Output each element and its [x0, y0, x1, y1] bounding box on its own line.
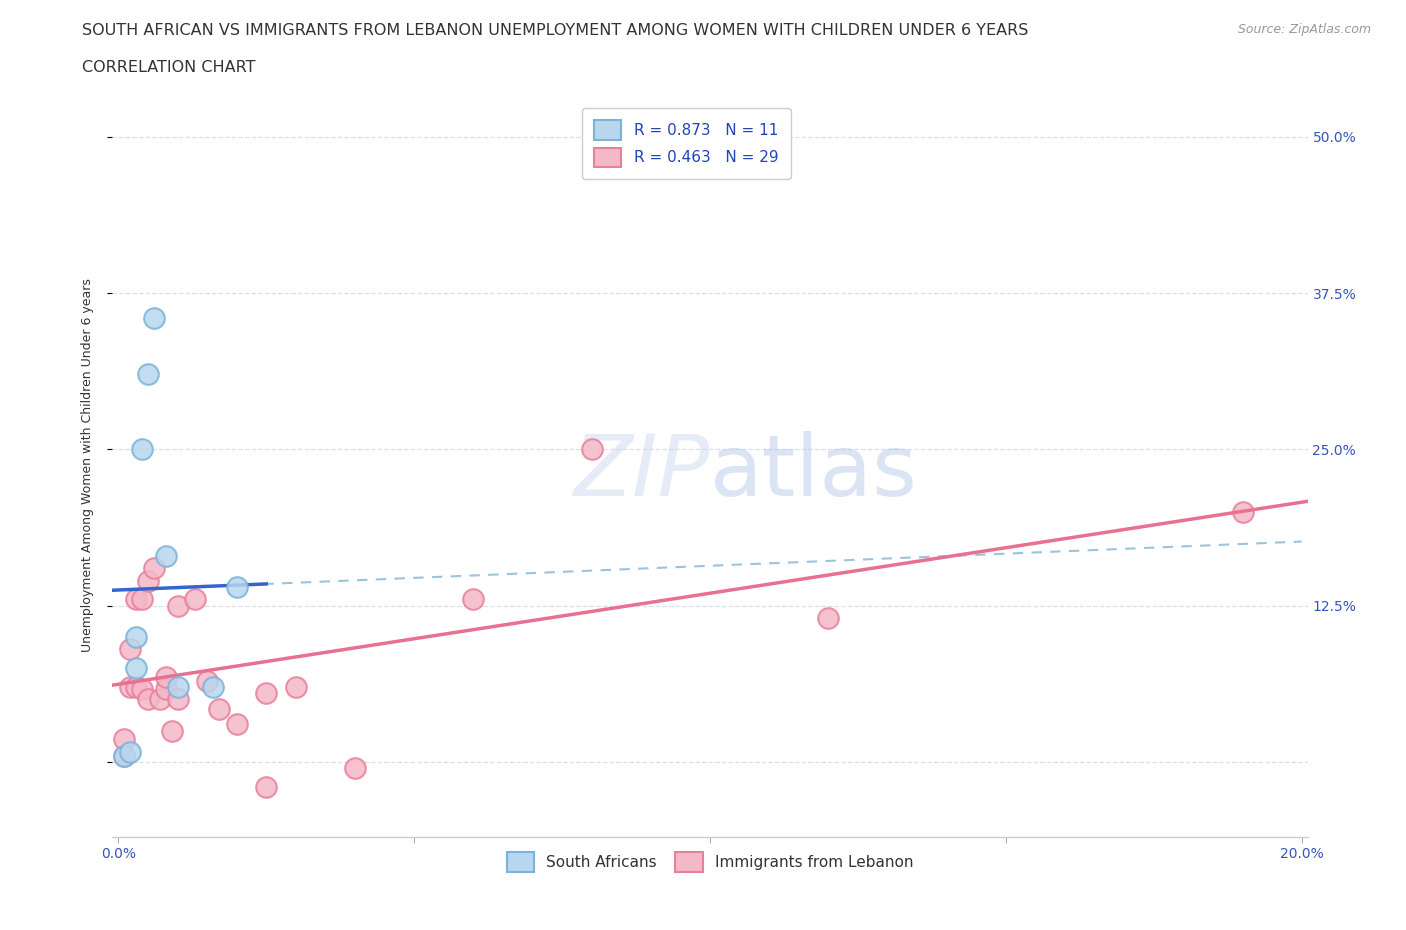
Point: [581, 442, 603, 457]
Point: [125, 660, 148, 675]
Point: [155, 682, 177, 697]
Text: SOUTH AFRICAN VS IMMIGRANTS FROM LEBANON UNEMPLOYMENT AMONG WOMEN WITH CHILDREN : SOUTH AFRICAN VS IMMIGRANTS FROM LEBANON…: [82, 23, 1028, 38]
Point: [120, 642, 142, 657]
Point: [166, 598, 188, 613]
Point: [149, 692, 172, 707]
Point: [112, 749, 135, 764]
Point: [166, 692, 188, 707]
Text: CORRELATION CHART: CORRELATION CHART: [82, 60, 254, 75]
Point: [195, 673, 218, 688]
Point: [120, 745, 142, 760]
Legend: South Africans, Immigrants from Lebanon: South Africans, Immigrants from Lebanon: [501, 846, 920, 878]
Point: [125, 630, 148, 644]
Point: [254, 779, 277, 794]
Point: [136, 367, 159, 382]
Point: [284, 680, 307, 695]
Point: [136, 573, 159, 588]
Point: [160, 724, 183, 738]
Point: [131, 442, 153, 457]
Point: [120, 680, 142, 695]
Point: [155, 670, 177, 684]
Point: [225, 579, 247, 594]
Text: ZIP: ZIP: [574, 431, 710, 514]
Point: [125, 592, 148, 607]
Point: [112, 732, 135, 747]
Point: [142, 311, 165, 325]
Point: [131, 682, 153, 697]
Point: [155, 548, 177, 563]
Point: [225, 717, 247, 732]
Point: [125, 680, 148, 695]
Text: Source: ZipAtlas.com: Source: ZipAtlas.com: [1237, 23, 1371, 36]
Point: [817, 611, 839, 626]
Point: [142, 561, 165, 576]
Point: [166, 680, 188, 695]
Point: [184, 592, 207, 607]
Point: [1232, 504, 1254, 519]
Y-axis label: Unemployment Among Women with Children Under 6 years: Unemployment Among Women with Children U…: [82, 278, 94, 652]
Point: [112, 749, 135, 764]
Point: [136, 692, 159, 707]
Point: [463, 592, 485, 607]
Point: [254, 685, 277, 700]
Text: atlas: atlas: [710, 431, 918, 514]
Point: [131, 592, 153, 607]
Point: [202, 680, 225, 695]
Point: [208, 702, 231, 717]
Point: [344, 761, 367, 776]
